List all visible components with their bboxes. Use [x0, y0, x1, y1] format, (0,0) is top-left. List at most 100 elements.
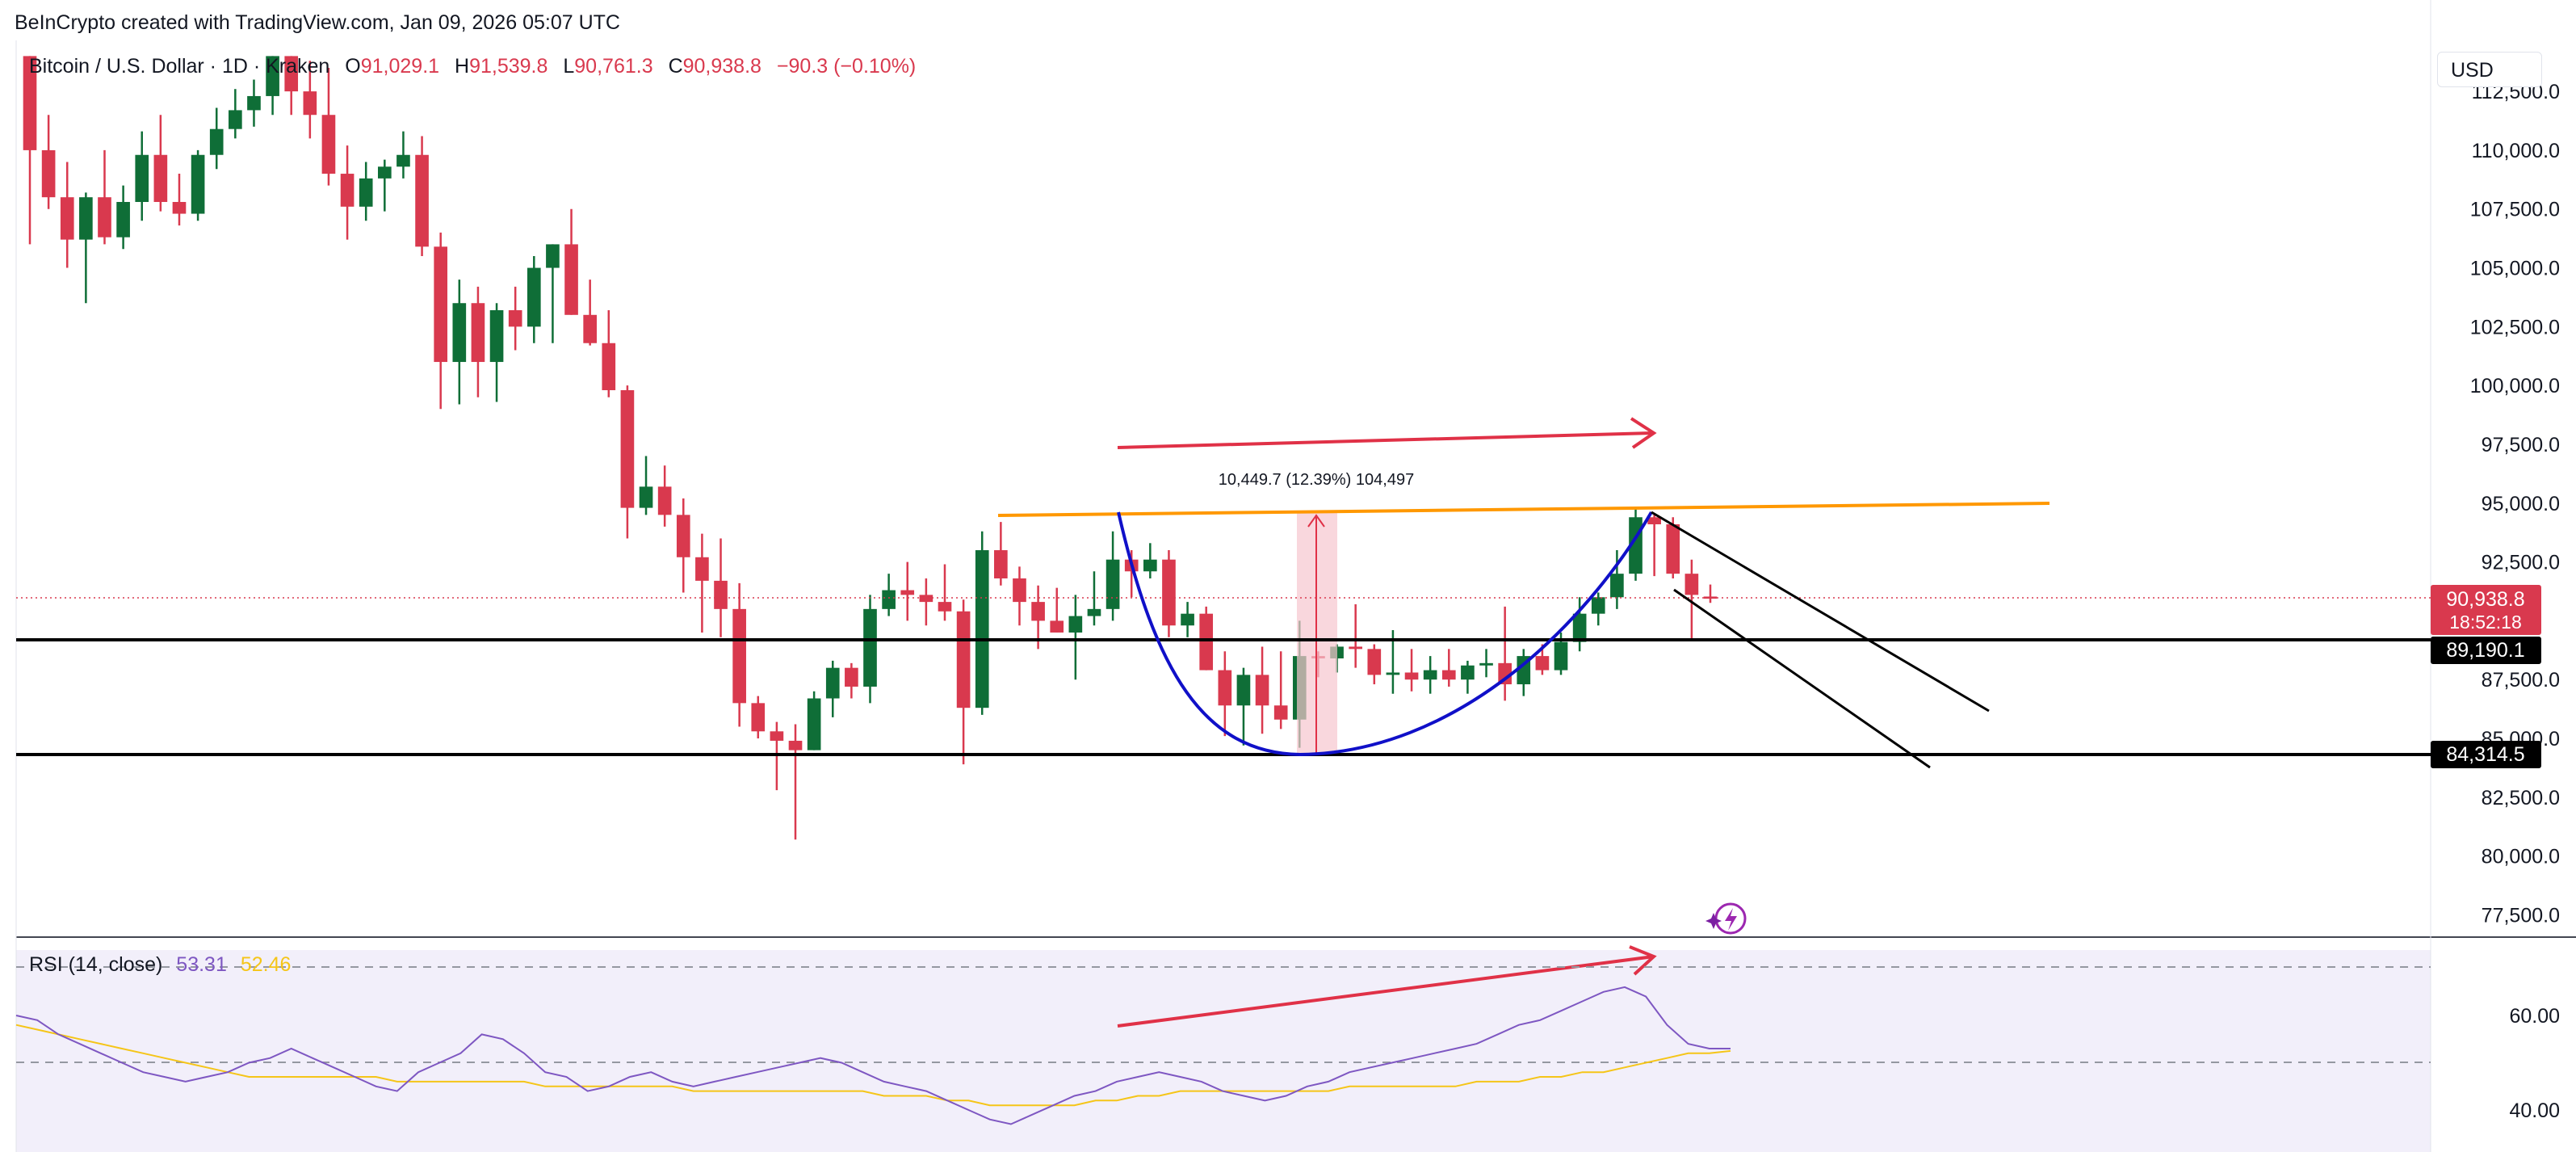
- candle-body: [1703, 596, 1718, 599]
- candle-body: [1349, 646, 1363, 650]
- currency-button[interactable]: USD: [2437, 52, 2542, 87]
- candle-down: [1013, 566, 1026, 626]
- candle-down: [41, 115, 56, 209]
- candle-up: [229, 89, 242, 139]
- candle-up: [79, 192, 93, 304]
- candle-up: [546, 244, 560, 343]
- candle-body: [340, 174, 355, 207]
- symbol-title[interactable]: Bitcoin / U.S. Dollar · 1D · Kraken: [29, 55, 330, 78]
- candle-body: [994, 550, 1008, 578]
- candle-body: [1255, 675, 1269, 706]
- candle-body: [191, 154, 205, 214]
- candle-down: [676, 498, 690, 593]
- rsi-axis-tick: 60.00: [2509, 1005, 2560, 1028]
- price-axis-tick: 105,000.0: [2470, 258, 2560, 280]
- candle-down: [1367, 644, 1382, 685]
- rsi-line: [15, 986, 1731, 1125]
- candle-down: [564, 208, 578, 315]
- candle-down: [1498, 606, 1512, 701]
- drawing-tools[interactable]: 10,449.7 (12.39%) 104,497: [16, 417, 2431, 1028]
- candle-up: [825, 660, 840, 717]
- candle-up: [116, 185, 130, 250]
- candle-down: [415, 136, 429, 256]
- candle-up: [1423, 656, 1437, 694]
- candle-body: [1031, 602, 1045, 621]
- candle-up: [1461, 660, 1475, 694]
- candle-body: [1461, 665, 1475, 680]
- price-axis-tick: 82,500.0: [2482, 787, 2560, 809]
- rsi-title[interactable]: RSI (14, close): [29, 953, 163, 976]
- lightning-icon[interactable]: [1705, 902, 1747, 935]
- candle-up: [1105, 531, 1120, 621]
- candle-body: [900, 590, 915, 595]
- candle-body: [1087, 608, 1101, 616]
- candle-down: [23, 56, 37, 245]
- candle-down: [732, 582, 746, 727]
- candle-body: [1068, 616, 1083, 633]
- candle-body: [770, 731, 784, 741]
- price-arrowhead: [1630, 417, 1657, 449]
- candle-down: [153, 115, 168, 212]
- candle-down: [620, 385, 635, 539]
- candle-body: [1273, 705, 1288, 720]
- rsi-indicator: 60.00 40.00: [15, 966, 2560, 1125]
- candle-down: [284, 56, 299, 116]
- support-price-tag-value: 89,190.1: [2446, 639, 2524, 662]
- candlestick-series: [23, 56, 1718, 840]
- candle-body: [415, 154, 429, 247]
- candle-body: [1013, 578, 1026, 603]
- candle-body: [657, 486, 672, 515]
- candle-up: [452, 280, 467, 405]
- candle-body: [359, 178, 373, 207]
- candle-body: [60, 197, 74, 240]
- close-label: C: [668, 55, 683, 78]
- candle-up: [1479, 649, 1493, 678]
- candle-up: [377, 159, 392, 212]
- rsi-axis-tick: 40.00: [2509, 1099, 2560, 1122]
- candle-down: [657, 465, 672, 527]
- candle-body: [1404, 672, 1419, 680]
- candle-body: [1591, 597, 1605, 614]
- falling-channel-bottom[interactable]: [1673, 588, 1931, 769]
- candle-body: [79, 197, 93, 240]
- price-higher-high-arrow[interactable]: [1117, 431, 1655, 449]
- candle-body: [1423, 670, 1437, 680]
- candle-up: [1517, 649, 1531, 696]
- candle-body: [23, 56, 37, 150]
- candle-down: [1124, 550, 1139, 598]
- candle-down: [1647, 515, 1661, 577]
- close-value: 90,938.8: [682, 55, 761, 78]
- candle-down: [434, 232, 448, 410]
- candle-body: [620, 389, 635, 508]
- candle-body: [247, 95, 261, 111]
- price-axis-tick: 97,500.0: [2482, 434, 2560, 456]
- candle-up: [807, 691, 821, 750]
- falling-channel-top[interactable]: [1651, 511, 1990, 713]
- candle-body: [751, 703, 766, 732]
- candle-up: [1610, 550, 1624, 609]
- candle-body: [321, 115, 336, 174]
- price-axis-tick: 77,500.0: [2482, 904, 2560, 927]
- rsi-higher-high-arrow[interactable]: [1117, 955, 1655, 1028]
- candle-body: [303, 91, 317, 116]
- candle-body: [975, 550, 989, 708]
- support-price-tag: [2431, 637, 2541, 664]
- candle-body: [1386, 672, 1400, 675]
- cup-pattern-curve[interactable]: [1117, 511, 1653, 757]
- candle-body: [938, 602, 952, 612]
- candle-up: [1068, 595, 1083, 680]
- candle-down: [1255, 646, 1269, 734]
- candle-down: [471, 286, 485, 397]
- candle-down: [1684, 559, 1699, 640]
- candle-body: [98, 197, 111, 238]
- candle-body: [266, 56, 279, 96]
- range-measure-arrowhead: [1307, 514, 1325, 528]
- candle-up: [209, 107, 224, 170]
- resistance-line[interactable]: [997, 502, 2050, 517]
- price-axis-tick: 110,000.0: [2472, 140, 2560, 162]
- candle-body: [695, 557, 709, 581]
- candle-down: [845, 662, 858, 699]
- rsi-ma-value: 52.46: [240, 953, 292, 976]
- candle-body: [452, 303, 467, 363]
